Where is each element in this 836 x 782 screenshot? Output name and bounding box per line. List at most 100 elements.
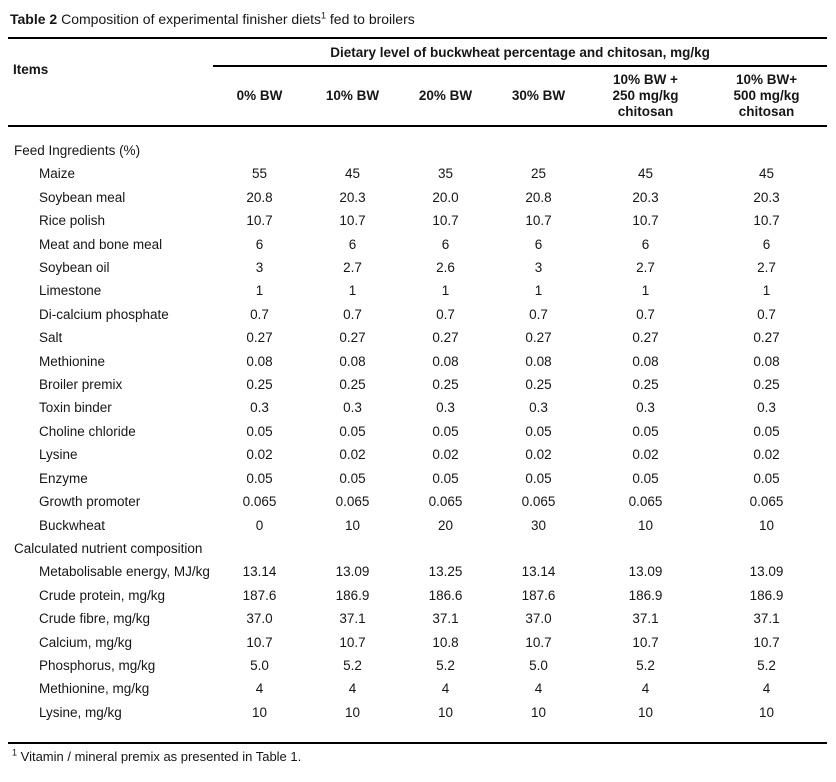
value-cell: 0.05 [632, 423, 659, 439]
value-cell: 0.065 [428, 494, 463, 510]
table-row: Calcium, mg/kg 10.7 10.7 10.8 10.7 10.7 10.7 [8, 631, 827, 654]
value-cell: 0.08 [753, 353, 780, 369]
table-row: Enzyme 0.05 0.05 0.05 0.05 0.05 0.05 [8, 467, 827, 490]
value-cell: 0.25 [339, 377, 366, 393]
section-label: Feed Ingredients (%) [14, 143, 141, 158]
value-cell: 0.27 [339, 330, 366, 346]
value-cell: 10 [344, 704, 361, 720]
value-cell: 0.25 [753, 377, 780, 393]
value-cell: 1 [641, 283, 650, 299]
item-cell: Crude fibre, mg/kg [39, 611, 151, 627]
table-row: Maize 55 45 35 25 45 45 [8, 162, 827, 185]
value-cell: 0.25 [632, 377, 659, 393]
value-cell: 10.7 [246, 213, 273, 229]
table-row: Lysine, mg/kg 10 10 10 10 10 10 [8, 701, 827, 743]
value-cell: 0.02 [525, 447, 552, 463]
footnote-superscript: 1 [12, 747, 18, 758]
table-row: Toxin binder 0.3 0.3 0.3 0.3 0.3 0.3 [8, 396, 827, 419]
item-cell: Methionine, mg/kg [39, 681, 150, 697]
section-row: Calculated nutrient composition [8, 537, 827, 560]
value-cell: 10.8 [432, 634, 459, 650]
value-cell: 20.3 [339, 189, 366, 205]
value-cell: 0.05 [339, 423, 366, 439]
value-cell: 0.05 [246, 423, 273, 439]
value-cell: 13.09 [749, 564, 784, 580]
value-cell: 0.065 [749, 494, 784, 510]
value-cell: 5.0 [250, 657, 269, 673]
table-row: Crude fibre, mg/kg 37.0 37.1 37.1 37.0 37.1 37… [8, 607, 827, 630]
value-cell: 0.08 [339, 353, 366, 369]
item-cell: Di-calcium phosphate [39, 306, 169, 322]
value-cell: 1 [762, 283, 771, 299]
section-label: Calculated nutrient composition [14, 540, 203, 556]
value-cell: 0.25 [432, 377, 459, 393]
table-row: Choline chloride 0.05 0.05 0.05 0.05 0.05 0.05 [8, 420, 827, 443]
value-cell: 2.6 [436, 260, 455, 276]
table-row: Methionine, mg/kg 4 4 4 4 4 4 [8, 677, 827, 700]
table-row: Phosphorus, mg/kg 5.0 5.2 5.2 5.0 5.2 5.2 [8, 654, 827, 677]
value-cell: 0.7 [343, 306, 362, 322]
item-cell: Rice polish [39, 213, 106, 229]
item-cell: Soybean oil [39, 260, 110, 276]
value-cell: 37.0 [525, 611, 552, 627]
value-cell: 37.1 [632, 611, 659, 627]
value-cell: 186.9 [749, 587, 784, 603]
item-cell: Lysine, mg/kg [39, 704, 122, 720]
value-cell: 10.7 [339, 634, 366, 650]
value-cell: 10.7 [525, 634, 552, 650]
value-cell: 0.7 [529, 306, 548, 322]
value-cell: 10 [251, 704, 268, 720]
value-cell: 4 [348, 681, 357, 697]
table-row: Salt 0.27 0.27 0.27 0.27 0.27 0.27 [8, 326, 827, 349]
value-cell: 37.0 [246, 611, 273, 627]
item-cell: Choline chloride [39, 423, 136, 439]
value-cell: 0.05 [432, 470, 459, 486]
table-row: Di-calcium phosphate 0.7 0.7 0.7 0.7 0.7 0.7 [8, 303, 827, 326]
table-row: Meat and bone meal 6 6 6 6 6 6 [8, 233, 827, 256]
value-cell: 5.2 [757, 657, 776, 673]
value-cell: 10.7 [525, 213, 552, 229]
value-cell: 0.7 [757, 306, 776, 322]
value-cell: 187.6 [521, 587, 556, 603]
table-caption: Table 2 Composition of experimental fini… [8, 8, 828, 37]
value-cell: 0.02 [753, 447, 780, 463]
value-cell: 6 [441, 236, 450, 252]
value-cell: 10.7 [753, 634, 780, 650]
value-cell: 10 [759, 704, 775, 720]
value-cell: 0.08 [525, 353, 552, 369]
value-cell: 0.05 [246, 470, 273, 486]
column-header: 10% BW+ 500 mg/kg chitosan [706, 66, 828, 127]
value-cell: 10 [344, 517, 361, 533]
value-cell: 0.25 [525, 377, 552, 393]
value-cell: 0.05 [632, 470, 659, 486]
table-row: Lysine 0.02 0.02 0.02 0.02 0.02 0.02 [8, 443, 827, 466]
value-cell: 10.7 [632, 213, 659, 229]
group-header-row: Items Dietary level of buckwheat percent… [8, 38, 828, 127]
value-cell: 0.3 [436, 400, 455, 416]
group-column-header: Dietary level of buckwheat percentage an… [213, 38, 828, 67]
footnote: 1 Vitamin / mineral premix as presented … [8, 744, 828, 764]
table-row: Broiler premix 0.25 0.25 0.25 0.25 0.25 0.25 [8, 373, 827, 396]
table-row: Metabolisable energy, MJ/kg 13.14 13.09 13.… [8, 560, 827, 583]
value-cell: 0.065 [335, 494, 370, 510]
item-cell: Growth promoter [39, 494, 141, 510]
value-cell: 0.02 [632, 447, 659, 463]
value-cell: 10 [530, 704, 547, 720]
item-cell: Limestone [39, 283, 102, 299]
value-cell: 187.6 [242, 587, 277, 603]
value-cell: 0.05 [753, 423, 780, 439]
table-row: Crude protein, mg/kg 187.6 186.9 186.6 187.6… [8, 584, 827, 607]
value-cell: 2.7 [757, 260, 776, 276]
value-cell: 37.1 [339, 611, 366, 627]
value-cell: 0.7 [636, 306, 655, 322]
table-row: Soybean meal 20.8 20.3 20.0 20.8 20.3 20.3 [8, 186, 827, 209]
table-caption-suffix: fed to broilers [329, 11, 415, 27]
value-cell: 0.05 [753, 470, 780, 486]
value-cell: 0.25 [246, 377, 273, 393]
value-cell: 10 [437, 704, 454, 720]
value-cell: 13.14 [521, 564, 556, 580]
value-cell: 0.27 [525, 330, 552, 346]
table-caption-superscript: 1 [321, 10, 327, 21]
value-cell: 0.7 [436, 306, 455, 322]
value-cell: 35 [437, 166, 454, 182]
